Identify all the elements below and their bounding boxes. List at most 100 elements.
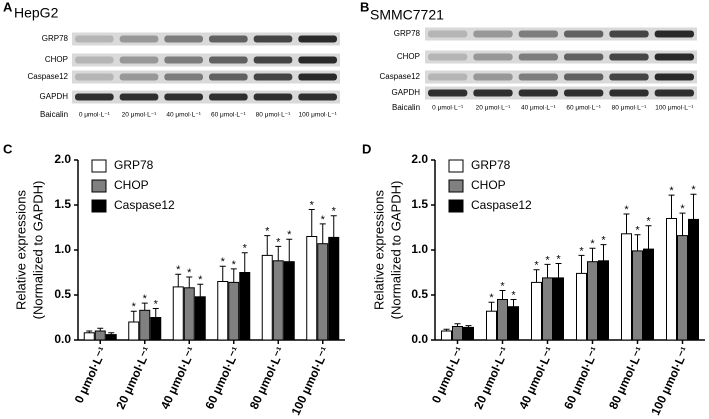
blot-band [609,53,649,61]
bar [128,321,140,341]
blot-band [428,89,468,97]
protein-label: GRP78 [42,34,69,43]
panel-letter: D [362,141,371,156]
x-tick-label: 60 μmol·L⁻¹ [202,345,243,412]
blot-band [473,73,513,81]
error-bar [141,302,148,311]
bar [508,306,519,341]
blot-band [164,73,203,81]
significance-mark: * [590,238,595,250]
dose-label: 100 μmol·L⁻¹ [655,105,694,112]
bar [553,277,564,341]
x-tick-label: 80 μmol·L⁻¹ [247,345,288,412]
dose-label: 80 μmol·L⁻¹ [256,112,291,119]
panel-letter: A [3,0,13,14]
significance-mark: * [534,260,539,272]
error-bar [86,330,93,333]
bar [542,277,553,341]
error-bar [330,215,337,238]
x-tick-label: 0 μmol·L⁻¹ [429,345,467,406]
blot-band [564,53,604,61]
error-bar [275,245,282,261]
error-bar [264,235,271,256]
legend-swatch [448,159,464,173]
x-tick-label: 80 μmol·L⁻¹ [606,345,647,412]
x-tick-label: 20 μmol·L⁻¹ [471,345,512,412]
bar [139,309,151,341]
legend-label: GRP78 [114,158,154,172]
legend-swatch [448,179,464,193]
bar [452,326,463,341]
blot-band [75,73,114,81]
bar [94,330,106,341]
x-tick-label: 0 μmol·L⁻¹ [72,345,110,406]
significance-mark: * [154,298,159,310]
blot-band [473,89,513,97]
blot-band [298,35,337,43]
blot-band [119,93,159,101]
legend-label: Caspase12 [471,198,532,212]
blot-band [428,73,468,81]
error-bar [634,234,641,251]
blot-band [654,89,694,97]
y-tick-label: 0.0 [54,332,71,346]
treatment-label: Baicalin [40,110,68,119]
dose-label: 100 μmol·L⁻¹ [299,112,338,119]
error-bar [219,265,226,282]
error-bar [241,252,248,273]
blot-band [209,73,248,81]
blot-band [253,35,293,43]
bar [531,281,542,341]
significance-mark: * [243,243,248,255]
dose-label: 20 μmol·L⁻¹ [476,105,511,112]
error-bar [130,310,137,322]
blot-band [609,89,649,97]
bar [576,272,587,341]
blot-band [253,56,293,64]
cell-line: HepG2 [14,5,59,21]
y-tick-label: 0.5 [411,287,428,301]
y-axis-label: (Normalized to GAPDH) [30,181,45,320]
blot-band [428,30,468,38]
blot-band [518,73,558,81]
error-bar [454,323,461,327]
blot-band [209,93,248,101]
cell-line: SMMC7721 [370,7,444,23]
error-bar [197,283,204,297]
legend-label: CHOP [114,178,149,192]
blot-band [164,56,203,64]
error-bar [175,273,182,287]
bar [441,330,452,341]
error-bar [230,268,237,283]
error-bar [186,276,193,288]
significance-mark: * [556,253,561,265]
significance-mark: * [198,274,203,286]
significance-mark: * [511,289,516,301]
blot-band [164,35,203,43]
protein-label: GRP78 [394,29,421,38]
legend-swatch [448,199,464,213]
error-bar [690,193,697,220]
dose-label: 60 μmol·L⁻¹ [566,105,601,112]
significance-mark: * [680,203,685,215]
bar [621,233,632,341]
significance-mark: * [635,225,640,237]
error-bar [679,212,686,236]
significance-mark: * [143,293,148,305]
dose-label: 0 μmol·L⁻¹ [432,105,464,112]
legend-swatch [91,199,107,213]
bar [261,254,273,341]
dose-label: 40 μmol·L⁻¹ [166,112,201,119]
error-bar [488,301,495,312]
y-axis-label: (Normalized to GAPDH) [388,181,403,320]
x-tick-label: 40 μmol·L⁻¹ [158,345,199,412]
protein-label: GAPDH [40,92,69,101]
y-tick-label: 1.5 [54,197,71,211]
blot-band [518,89,558,97]
blot-band [209,35,248,43]
error-bar [544,263,551,278]
blot-band [75,56,114,64]
significance-mark: * [276,236,281,248]
blot-band [164,93,203,101]
y-tick-label: 1.0 [411,242,428,256]
